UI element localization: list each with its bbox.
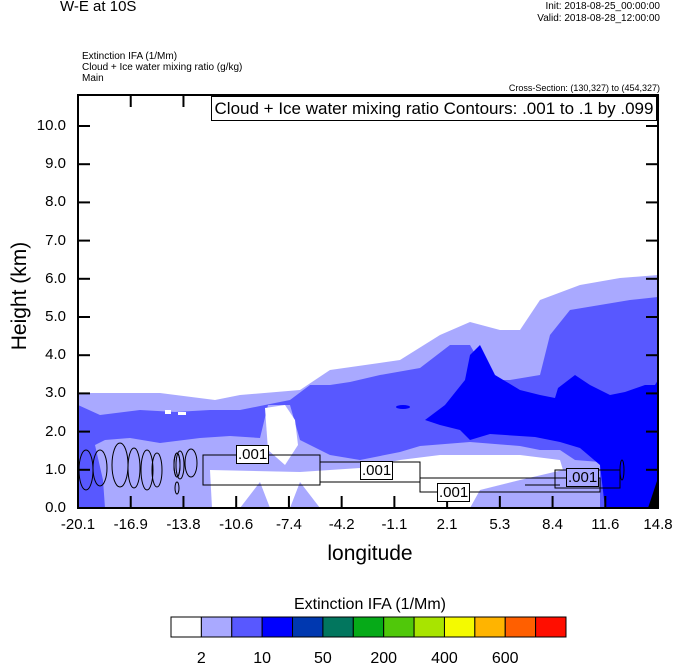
- colorbar-swatch: [170, 616, 202, 638]
- x-tick-label: 5.3: [489, 516, 511, 533]
- x-tick-label: -16.9: [113, 516, 148, 533]
- colorbar-swatch: [352, 616, 385, 638]
- y-axis-label: Height (km): [8, 241, 31, 351]
- y-tick-label: 8.0: [45, 193, 66, 211]
- y-tick-label: 3.0: [45, 384, 66, 402]
- plot-title: W-E at 10S: [60, 0, 137, 15]
- valid-time: Valid: 2018-08-28_12:00:00: [537, 13, 660, 24]
- colorbar-swatch: [261, 616, 294, 638]
- colorbar-label: 2: [196, 650, 206, 667]
- colorbar-title: Extinction IFA (1/Mm): [293, 596, 447, 613]
- field-label-3: Main: [82, 73, 104, 84]
- x-tick-label: 11.6: [591, 516, 620, 533]
- contour-label: .001: [360, 461, 394, 480]
- contour-legend: Cloud + Ice water mixing ratio Contours:…: [211, 96, 657, 121]
- x-tick-label: -10.6: [219, 516, 254, 533]
- cross-section-label: Cross-Section: (130,327) to (454,327): [508, 83, 660, 93]
- y-tick-label: 9.0: [45, 155, 66, 173]
- y-tick-label: 0.0: [45, 499, 66, 516]
- y-tick-label: 4.0: [45, 346, 66, 364]
- colorbar-swatch: [474, 616, 506, 638]
- colorbar-label: 50: [314, 650, 332, 667]
- y-tick-label: 1.0: [45, 460, 66, 478]
- x-tick-label: 8.4: [542, 516, 563, 533]
- init-time: Init: 2018-08-25_00:00:00: [545, 1, 660, 12]
- x-tick-label: -4.2: [328, 516, 355, 533]
- colorbar-label: 400: [431, 650, 458, 667]
- field-white-column: [265, 405, 298, 465]
- y-tick-label: 10.0: [36, 117, 66, 134]
- x-axis-label: longitude: [327, 542, 413, 565]
- field-blue: [425, 345, 658, 508]
- colorbar-swatch: [292, 616, 324, 638]
- field-label-2: Cloud + Ice water mixing ratio (g/kg): [82, 62, 243, 73]
- field-label-1: Extinction IFA (1/Mm): [82, 51, 178, 62]
- x-tick-label: -20.1: [60, 516, 96, 533]
- x-tick-label: -1.1: [381, 516, 408, 533]
- y-tick-label: 6.0: [45, 269, 66, 287]
- colorbar-swatch: [231, 616, 263, 638]
- contour-label: .001: [566, 468, 600, 487]
- colorbar-label: 600: [491, 650, 519, 667]
- x-tick-label: -13.8: [166, 516, 201, 533]
- colorbar-label: 10: [253, 650, 272, 667]
- y-tick-label: 5.0: [45, 308, 66, 325]
- colorbar-swatch: [535, 616, 567, 638]
- x-tick-label: 14.8: [643, 516, 673, 533]
- contour-label: .001: [437, 483, 471, 502]
- colorbar-label: 200: [370, 650, 398, 667]
- colorbar-swatch: [322, 616, 354, 638]
- y-tick-label: 2.0: [45, 422, 66, 440]
- colorbar-swatch: [443, 616, 476, 638]
- x-tick-label: 2.1: [436, 516, 458, 533]
- colorbar: [170, 616, 567, 638]
- y-tick-label: 7.0: [45, 231, 66, 249]
- colorbar-swatch: [504, 616, 537, 638]
- colorbar-swatch: [413, 616, 445, 638]
- x-tick-label: -7.4: [275, 516, 302, 533]
- field-dark-patch: [648, 478, 658, 508]
- colorbar-swatch: [383, 616, 415, 638]
- colorbar-swatch: [200, 616, 233, 638]
- contour-label: .001: [236, 445, 270, 464]
